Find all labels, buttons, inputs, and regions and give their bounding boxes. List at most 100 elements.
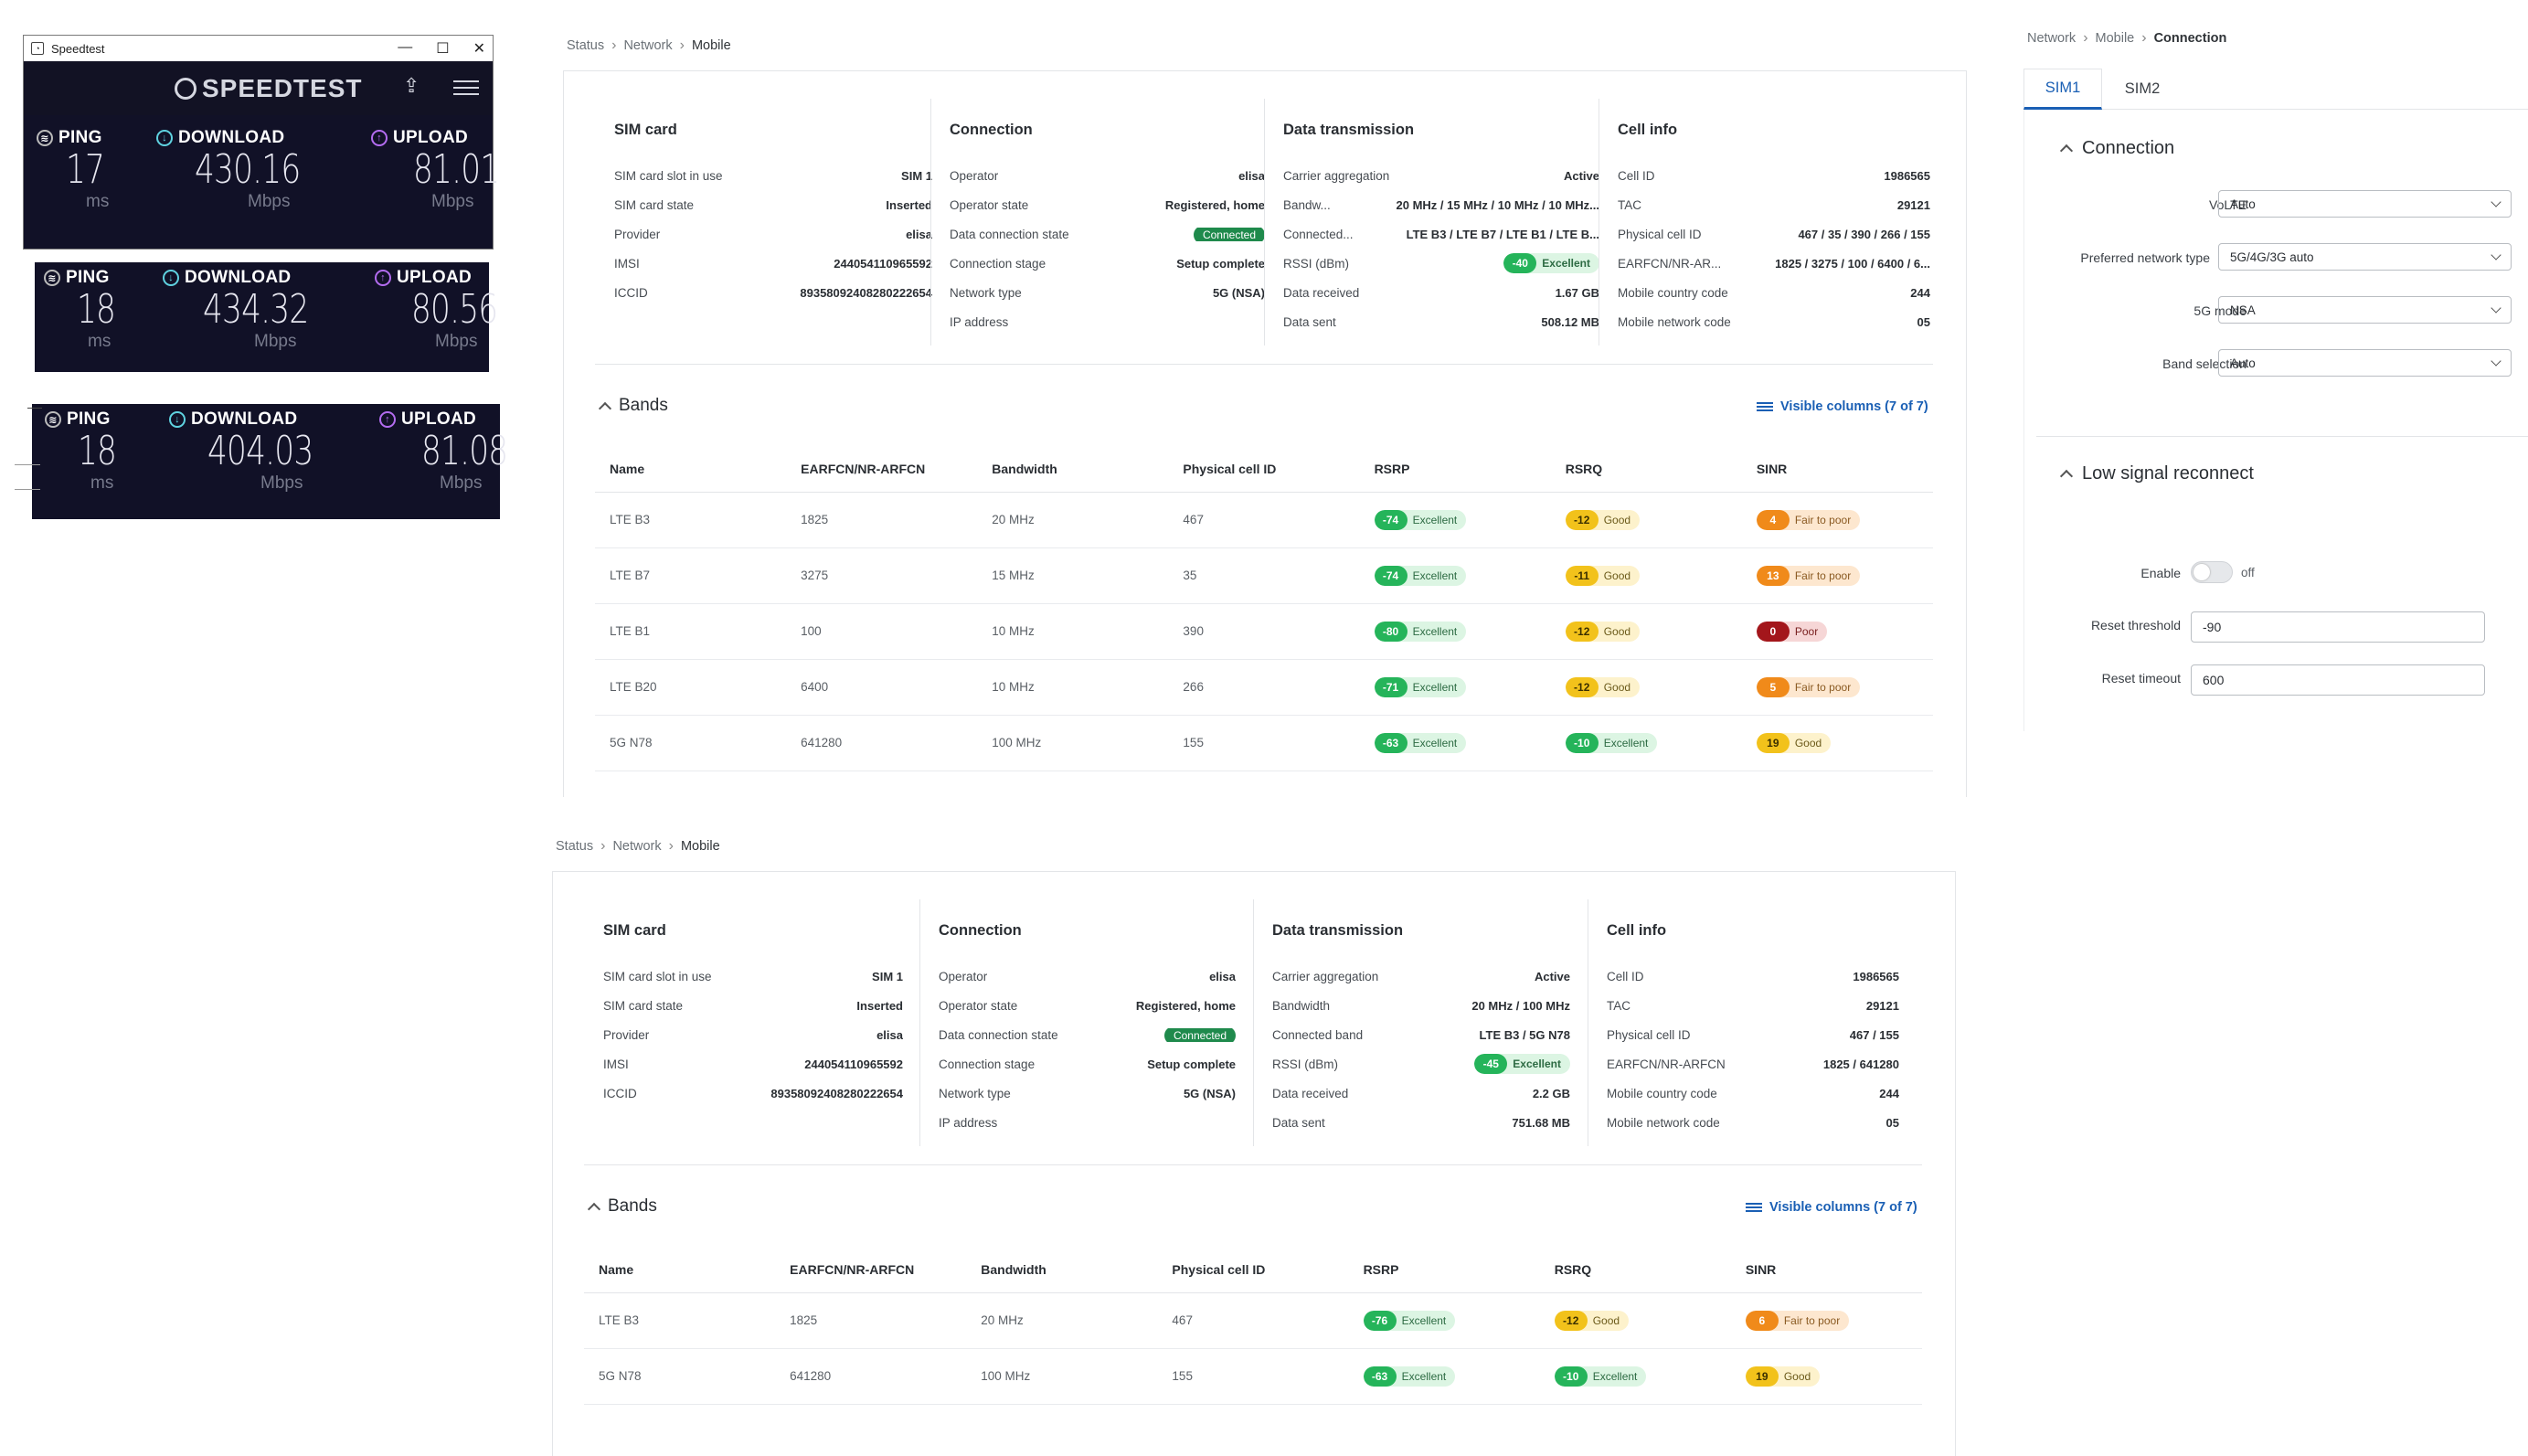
column-header[interactable]: Bandwidth bbox=[977, 446, 1169, 493]
column-header[interactable]: Bandwidth bbox=[966, 1247, 1158, 1293]
breadcrumb-mobile[interactable]: Mobile bbox=[2095, 31, 2135, 46]
mobile-status-card: SIM card SIM card slot in use SIM 1 SIM ca… bbox=[563, 70, 1967, 797]
rsrq-value: -12 bbox=[1554, 1310, 1588, 1331]
breadcrumb-bottom: Status › Network › Mobile bbox=[556, 838, 720, 855]
info-value: Inserted bbox=[856, 998, 903, 1013]
5g-mode-select[interactable]: NSA bbox=[2218, 296, 2512, 324]
low-signal-reconnect-header[interactable]: Low signal reconnect bbox=[2059, 463, 2254, 484]
share-icon[interactable]: ⇪ bbox=[403, 74, 420, 97]
cell-rsrp: -63 Excellent bbox=[1359, 715, 1551, 771]
breadcrumb-network[interactable]: Network bbox=[623, 38, 673, 53]
tab-sim1[interactable]: SIM1 bbox=[2023, 69, 2102, 110]
band-selection-select[interactable]: Auto bbox=[2218, 349, 2512, 377]
cell-name: LTE B3 bbox=[584, 1292, 776, 1349]
bands-header[interactable]: Bands bbox=[587, 1196, 657, 1217]
visible-columns-label: Visible columns (7 of 7) bbox=[1769, 1200, 1917, 1215]
upload-label: UPLOAD bbox=[393, 128, 469, 147]
section-divider bbox=[930, 99, 931, 345]
breadcrumb-status[interactable]: Status bbox=[567, 38, 605, 53]
rsrq-badge: -10 Excellent bbox=[1554, 1366, 1647, 1387]
column-header[interactable]: Name bbox=[584, 1247, 776, 1293]
breadcrumb-network[interactable]: Network bbox=[2027, 31, 2077, 46]
column-header[interactable]: RSRQ bbox=[1550, 446, 1742, 493]
settings-sliders-icon[interactable] bbox=[453, 76, 479, 100]
info-value: 1986565 bbox=[1853, 969, 1899, 983]
bands-header[interactable]: Bands bbox=[598, 396, 668, 416]
ping-icon: ≋ bbox=[37, 130, 53, 146]
breadcrumb-network[interactable]: Network bbox=[612, 839, 662, 854]
table-row: LTE B7 3275 15 MHz 35 -74 Excellent -11 Good 13 F… bbox=[595, 547, 1933, 604]
info-row: Mobile network code 05 bbox=[1618, 307, 1930, 336]
chevron-up-icon bbox=[2059, 469, 2074, 484]
volte-label: VoLTE bbox=[2209, 197, 2247, 212]
tab-sim2[interactable]: SIM2 bbox=[2124, 80, 2161, 97]
visible-columns-button[interactable]: Visible columns (7 of 7) bbox=[1757, 399, 1928, 414]
section-title: Cell info bbox=[1618, 122, 1678, 138]
column-header[interactable]: Name bbox=[595, 446, 787, 493]
table-header-row: Name EARFCN/NR-ARFCN Bandwidth Physical cel… bbox=[584, 1247, 1922, 1293]
upload-label: UPLOAD bbox=[397, 268, 473, 287]
sinr-value: 19 bbox=[1756, 732, 1790, 753]
rsrp-quality: Excellent bbox=[1401, 1313, 1447, 1327]
info-key: Operator state bbox=[939, 998, 1018, 1013]
connection-section: Connection Operator elisa Operator state Re… bbox=[950, 122, 1265, 336]
info-value: 05 bbox=[1917, 314, 1930, 329]
column-header[interactable]: SINR bbox=[1730, 1247, 1922, 1293]
info-value: elisa bbox=[876, 1027, 903, 1042]
upload-label: UPLOAD bbox=[401, 409, 477, 429]
info-row: Data connection state Connected bbox=[950, 219, 1265, 249]
cell-bw: 10 MHz bbox=[977, 603, 1169, 660]
info-key: IP address bbox=[950, 314, 1009, 329]
close-button[interactable]: ✕ bbox=[473, 41, 485, 57]
column-header[interactable]: EARFCN/NR-ARFCN bbox=[775, 1247, 967, 1293]
info-key: Bandw... bbox=[1283, 197, 1331, 212]
breadcrumb-connection-current: Connection bbox=[2153, 31, 2227, 46]
info-row: Operator state Registered, home bbox=[950, 190, 1265, 219]
info-key: TAC bbox=[1618, 197, 1641, 212]
info-value: 20 MHz / 100 MHz bbox=[1471, 998, 1570, 1013]
reset-timeout-input[interactable]: 600 bbox=[2191, 664, 2485, 696]
rsrq-value: -12 bbox=[1565, 621, 1599, 642]
column-header[interactable]: RSRP bbox=[1359, 446, 1551, 493]
speedtest-logo: SPEEDTEST bbox=[175, 74, 362, 103]
info-key: Operator bbox=[939, 969, 988, 983]
column-header[interactable]: Physical cell ID bbox=[1168, 446, 1360, 493]
info-value: LTE B3 / LTE B7 / LTE B1 / LTE B... bbox=[1406, 227, 1599, 241]
reset-threshold-input[interactable]: -90 bbox=[2191, 611, 2485, 643]
maximize-button[interactable]: ☐ bbox=[436, 41, 450, 57]
visible-columns-button[interactable]: Visible columns (7 of 7) bbox=[1746, 1200, 1917, 1215]
cell-pci: 390 bbox=[1168, 603, 1360, 660]
volte-select-value: Auto bbox=[2230, 197, 2256, 211]
connection-section-header[interactable]: Connection bbox=[2059, 138, 2174, 159]
breadcrumb-status[interactable]: Status bbox=[556, 839, 594, 854]
column-header[interactable]: EARFCN/NR-ARFCN bbox=[786, 446, 978, 493]
cell-bw: 15 MHz bbox=[977, 547, 1169, 604]
column-header[interactable]: RSRQ bbox=[1539, 1247, 1731, 1293]
column-header[interactable]: SINR bbox=[1741, 446, 1933, 493]
cell-sinr: 0 Poor bbox=[1741, 603, 1933, 660]
ping-value: 18 bbox=[78, 428, 117, 474]
info-row: Bandwidth 20 MHz / 100 MHz bbox=[1272, 991, 1570, 1020]
cell-sinr: 5 Fair to poor bbox=[1741, 659, 1933, 716]
info-key: ICCID bbox=[614, 285, 648, 300]
rsrp-badge: -76 Excellent bbox=[1363, 1310, 1456, 1331]
preferred-network-type-select[interactable]: 5G/4G/3G auto bbox=[2218, 243, 2512, 271]
info-row: Bandw... 20 MHz / 15 MHz / 10 MHz / 10 MH… bbox=[1283, 190, 1599, 219]
enable-toggle[interactable] bbox=[2191, 561, 2233, 583]
minimize-button[interactable]: — bbox=[398, 39, 413, 55]
bands-title: Bands bbox=[608, 1196, 657, 1216]
download-label: DOWNLOAD bbox=[191, 409, 298, 429]
info-row: EARFCN/NR-AR... 1825 / 3275 / 100 / 6400 … bbox=[1618, 249, 1930, 278]
info-row: Operator state Registered, home bbox=[939, 991, 1236, 1020]
cell-info-section: Cell info Cell ID 1986565 TAC 29121 Physical… bbox=[1618, 122, 1930, 336]
info-key: SIM card state bbox=[614, 197, 695, 212]
rsrp-value: -63 bbox=[1363, 1366, 1397, 1387]
rsrq-badge: -12 Good bbox=[1554, 1310, 1630, 1331]
info-key: SIM card slot in use bbox=[603, 969, 712, 983]
info-row: Mobile country code 244 bbox=[1607, 1079, 1899, 1108]
upload-value: 80.56 bbox=[411, 286, 498, 333]
volte-select[interactable]: Auto bbox=[2218, 190, 2512, 218]
column-header[interactable]: Physical cell ID bbox=[1157, 1247, 1349, 1293]
enable-toggle-state: off bbox=[2241, 566, 2255, 579]
column-header[interactable]: RSRP bbox=[1348, 1247, 1540, 1293]
